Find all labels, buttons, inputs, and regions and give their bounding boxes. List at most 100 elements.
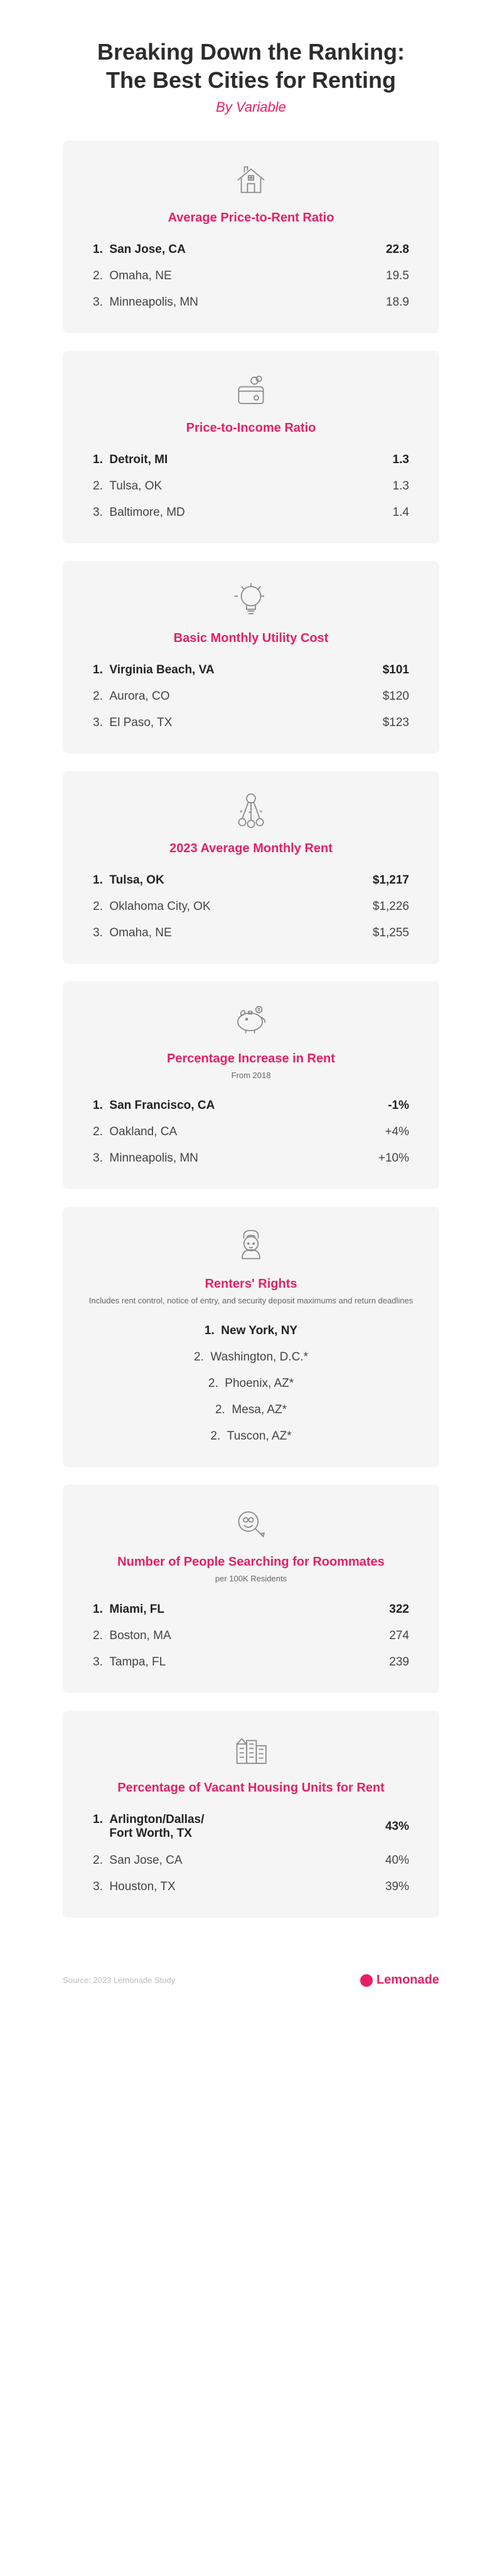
ranking-row: 2. Omaha, NE19.5 [88,263,414,289]
row-value: 1.3 [346,453,409,467]
row-value: $1,217 [346,874,409,887]
section-title: Number of People Searching for Roommates [88,1555,414,1569]
ranking-rows: 1. San Jose, CA22.82. Omaha, NE19.53. Mi… [88,237,414,316]
ranking-section: Percentage Increase in Rent From 2018 1. S… [63,981,439,1189]
row-city: 1. New York, NY [205,1324,297,1338]
section-subtitle: From 2018 [88,1070,414,1081]
ranking-rows: 1. Detroit, MI1.32. Tulsa, OK1.33. Balti… [88,447,414,526]
row-value: $1,226 [346,900,409,914]
row-value: 1.4 [346,506,409,520]
main-title: Breaking Down the Ranking:The Best Citie… [63,38,439,94]
house-icon [88,158,414,202]
row-city: 3. Omaha, NE [93,926,346,940]
row-city: 2. Phoenix, AZ* [208,1377,294,1391]
section-title: Percentage Increase in Rent [88,1052,414,1066]
ranking-rows: 1. San Francisco, CA-1%2. Oakland, CA+4%… [88,1093,414,1172]
section-title: 2023 Average Monthly Rent [88,842,414,856]
row-city: 2. San Jose, CA [93,1854,346,1868]
row-city: 3. Tampa, FL [93,1655,346,1669]
row-city: 2. Mesa, AZ* [215,1403,287,1417]
ranking-section: Average Price-to-Rent Ratio 1. San Jose, … [63,141,439,333]
row-value: 19.5 [346,269,409,283]
row-city: 2. Oakland, CA [93,1125,346,1139]
ranking-row: 2. San Jose, CA40% [88,1847,414,1874]
ranking-row: 3. Houston, TX39% [88,1874,414,1900]
row-value: 18.9 [346,296,409,309]
row-city: 2. Washington, D.C.* [194,1350,308,1364]
row-city: 1. Virginia Beach, VA [93,663,346,677]
row-city: 2. Tulsa, OK [93,479,346,493]
ranking-rows: 1. New York, NY 2. Washington, D.C.* 2. Ph… [88,1318,414,1450]
ranking-row: 1. San Francisco, CA-1% [88,1093,414,1119]
row-value: $101 [346,663,409,677]
brand-logo: Lemonade [360,1973,439,1987]
ranking-rows: 1. Virginia Beach, VA$1012. Aurora, CO$1… [88,657,414,736]
row-value: 22.8 [346,243,409,257]
section-title: Average Price-to-Rent Ratio [88,211,414,225]
row-city: 2. Aurora, CO [93,690,346,703]
row-value: $123 [346,716,409,730]
ranking-row: 1. New York, NY [88,1318,414,1344]
row-city: 2. Oklahoma City, OK [93,900,346,914]
row-value: 322 [346,1603,409,1617]
ranking-row: 3. Baltimore, MD1.4 [88,500,414,526]
ranking-row: 1. Arlington/Dallas/ Fort Worth, TX43% [88,1807,414,1848]
keys-icon [88,789,414,833]
ranking-section: 2023 Average Monthly Rent 1. Tulsa, OK$1,… [63,771,439,964]
ranking-section: Renters' RightsIncludes rent control, no… [63,1207,439,1467]
row-city: 3. Minneapolis, MN [93,1152,346,1165]
row-value: 274 [346,1629,409,1643]
ranking-rows: 1. Arlington/Dallas/ Fort Worth, TX43%2.… [88,1807,414,1901]
person-icon [88,1224,414,1268]
row-city: 3. Baltimore, MD [93,506,346,520]
ranking-row: 1. San Jose, CA22.8 [88,237,414,263]
ranking-row: 1. Detroit, MI1.3 [88,447,414,473]
row-value: 43% [346,1820,409,1834]
source-text: Source: 2023 Lemonade Study [63,1975,175,1985]
row-city: 1. Detroit, MI [93,453,346,467]
row-value: +10% [346,1152,409,1165]
ranking-row: 2. Boston, MA274 [88,1623,414,1649]
ranking-section: Percentage of Vacant Housing Units for R… [63,1711,439,1918]
logo-dot-icon [360,1974,373,1987]
row-city: 1. San Francisco, CA [93,1099,346,1113]
row-city: 3. El Paso, TX [93,716,346,730]
ranking-row: 2. Phoenix, AZ* [88,1371,414,1397]
wallet-icon [88,368,414,412]
row-city: 1. San Jose, CA [93,243,346,257]
ranking-row: 2. Oakland, CA+4% [88,1119,414,1145]
infographic-container: Breaking Down the Ranking:The Best Citie… [0,0,502,1960]
piggy-icon [88,999,414,1043]
section-title: Price-to-Income Ratio [88,421,414,436]
row-value: 239 [346,1655,409,1669]
subtitle: By Variable [63,99,439,115]
row-city: 1. Tulsa, OK [93,874,346,887]
row-city: 2. Tuscon, AZ* [210,1430,291,1443]
section-title: Percentage of Vacant Housing Units for R… [88,1781,414,1795]
ranking-section: Number of People Searching for Roommates… [63,1485,439,1692]
ranking-row: 2. Oklahoma City, OK$1,226 [88,894,414,920]
row-value: 40% [346,1854,409,1868]
ranking-row: 1. Miami, FL322 [88,1596,414,1623]
ranking-row: 2. Mesa, AZ* [88,1397,414,1423]
ranking-row: 3. Omaha, NE$1,255 [88,920,414,946]
section-title: Renters' Rights [88,1277,414,1291]
ranking-row: 3. El Paso, TX$123 [88,710,414,736]
section-subtitle: per 100K Residents [88,1573,414,1585]
ranking-row: 1. Virginia Beach, VA$101 [88,657,414,683]
row-city: 2. Boston, MA [93,1629,346,1643]
ranking-section: Basic Monthly Utility Cost 1. Virginia Be… [63,561,439,754]
ranking-row: 2. Aurora, CO$120 [88,683,414,710]
row-value: 1.3 [346,479,409,493]
ranking-row: 2. Tulsa, OK1.3 [88,473,414,500]
row-city: 1. Miami, FL [93,1603,346,1617]
row-city: 2. Omaha, NE [93,269,346,283]
ranking-row: 2. Tuscon, AZ* [88,1423,414,1450]
ranking-rows: 1. Tulsa, OK$1,2172. Oklahoma City, OK$1… [88,867,414,946]
ranking-row: 2. Washington, D.C.* [88,1344,414,1371]
section-title: Basic Monthly Utility Cost [88,631,414,646]
row-value: 39% [346,1880,409,1894]
row-city: 3. Minneapolis, MN [93,296,346,309]
magnify-icon [88,1502,414,1546]
row-city: 3. Houston, TX [93,1880,346,1894]
